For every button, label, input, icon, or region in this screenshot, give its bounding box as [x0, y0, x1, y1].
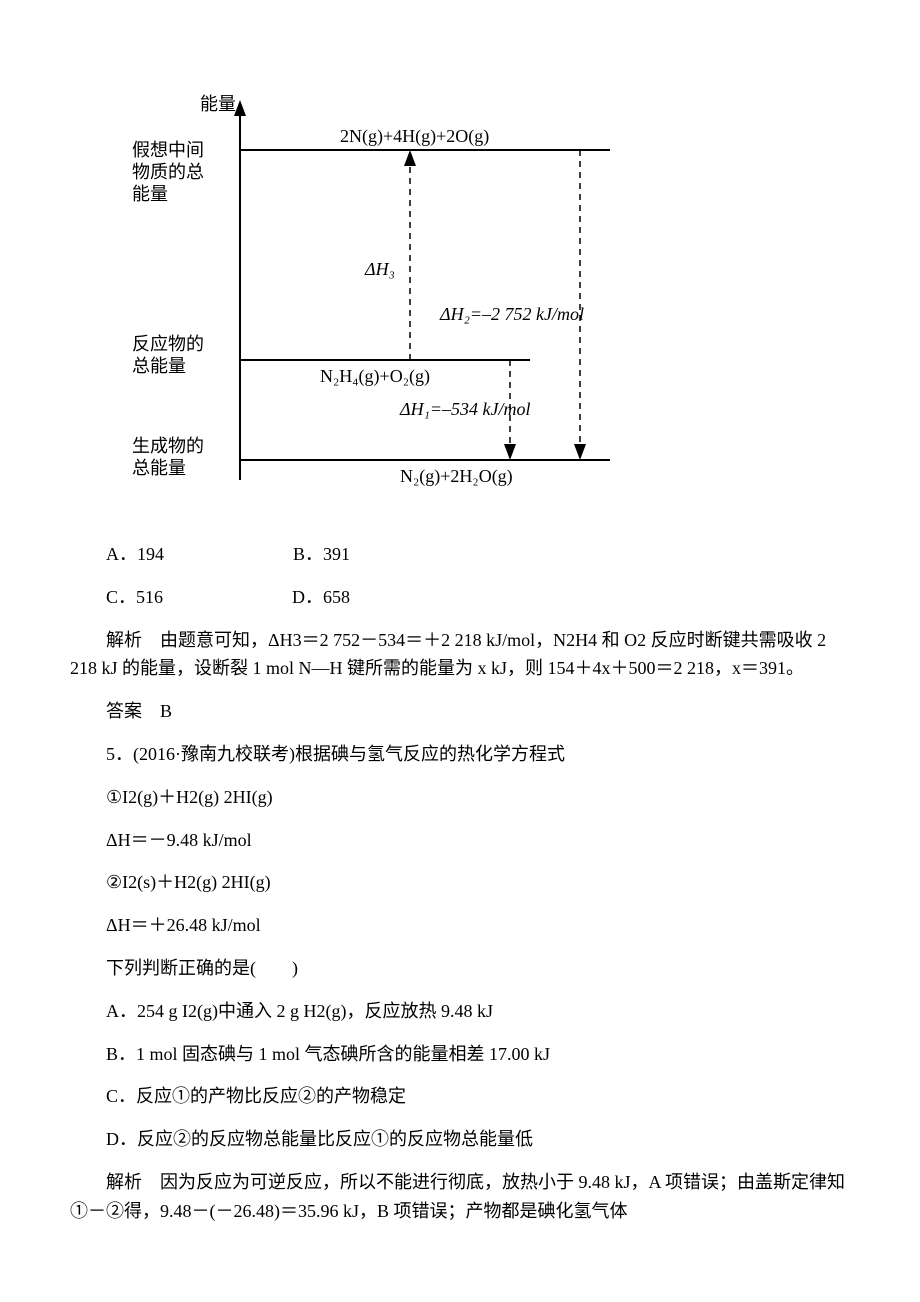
dH2-label: ΔH₂=–2 752 kJ/mol [439, 304, 584, 324]
bot-formula: N₂(g)+2H₂O(g) [400, 466, 513, 487]
top-left-1: 假想中间 [132, 140, 204, 160]
mid-formula: N₂H₄(g)+O₂(g) [320, 366, 430, 387]
top-formula: 2N(g)+4H(g)+2O(g) [340, 126, 489, 147]
explanation-2: 解析 因为反应为可逆反应，所以不能进行彻底，放热小于 9.48 kJ，A 项错误… [70, 1168, 850, 1226]
q5-eq1: ①I2(g)＋H2(g) 2HI(g) [70, 783, 850, 812]
q5-option-b: B．1 mol 固态碘与 1 mol 气态碘所含的能量相差 17.00 kJ [70, 1040, 850, 1069]
q5-stem: 5．(2016·豫南九校联考)根据碘与氢气反应的热化学方程式 [70, 740, 850, 769]
option-c: C．516 [106, 587, 163, 607]
top-left-2: 物质的总 [132, 162, 204, 182]
explanation-1: 解析 由题意可知，ΔH3＝2 752－534＝＋2 218 kJ/mol，N2H… [70, 626, 850, 684]
bot-left-1: 生成物的 [132, 436, 204, 456]
top-left-3: 能量 [132, 184, 168, 204]
bot-left-2: 总能量 [132, 458, 186, 478]
answer-1: 答案 B [70, 697, 850, 726]
options-row-1: A．194 B．391 [70, 540, 850, 569]
q5-dh2: ΔH＝＋26.48 kJ/mol [70, 911, 850, 940]
options-row-2: C．516 D．658 [70, 583, 850, 612]
dH1-label: ΔH₁=–534 kJ/mol [399, 399, 530, 419]
option-a: A．194 [106, 544, 164, 564]
dH3-label: ΔH₃ [364, 259, 395, 279]
mid-left-2: 总能量 [132, 356, 186, 376]
energy-svg: 能量 2N(g)+4H(g)+2O(g) 假想中间 物质的总 能量 N₂H₄(g… [110, 80, 670, 500]
q5-dh1: ΔH＝－9.48 kJ/mol [70, 826, 850, 855]
q5-option-a: A．254 g I2(g)中通入 2 g H2(g)，反应放热 9.48 kJ [70, 997, 850, 1026]
q5-ask: 下列判断正确的是( ) [70, 954, 850, 983]
option-d: D．658 [292, 587, 350, 607]
option-b: B．391 [293, 544, 350, 564]
q5-option-c: C．反应①的产物比反应②的产物稳定 [70, 1082, 850, 1111]
q5-option-d: D．反应②的反应物总能量比反应①的反应物总能量低 [70, 1125, 850, 1154]
mid-left-1: 反应物的 [132, 334, 204, 354]
q5-eq2: ②I2(s)＋H2(g) 2HI(g) [70, 868, 850, 897]
energy-diagram: 能量 2N(g)+4H(g)+2O(g) 假想中间 物质的总 能量 N₂H₄(g… [110, 80, 850, 500]
y-axis-label: 能量 [200, 94, 236, 114]
